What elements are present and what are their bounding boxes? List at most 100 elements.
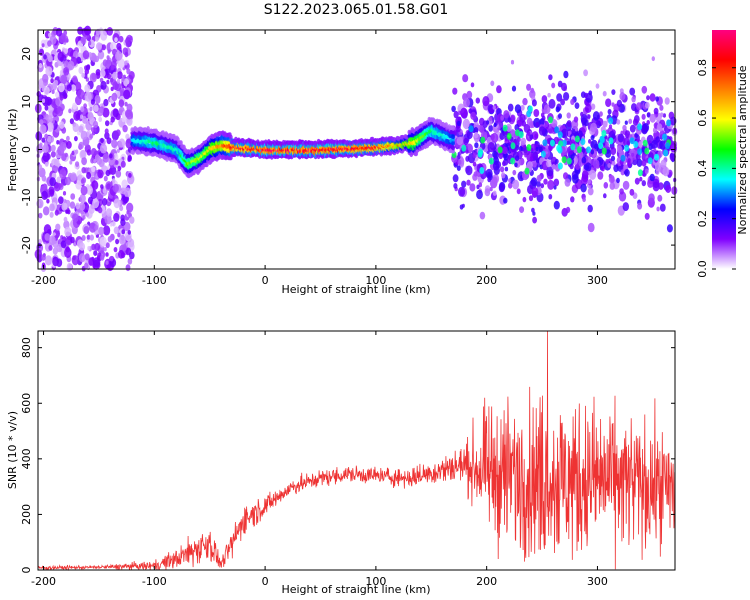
spectrogram-cell (72, 213, 79, 223)
spectrogram-cell (107, 236, 113, 243)
spectrogram-cell (49, 177, 56, 187)
spectrogram-cell (82, 215, 86, 220)
spectrogram-cell (101, 44, 107, 51)
spectrogram-cell (453, 183, 458, 189)
snr-x-tick-label: 200 (476, 575, 497, 588)
spectrogram-cell (641, 159, 647, 167)
spectrogram-cell (102, 59, 108, 67)
spectrogram-cell (533, 109, 540, 117)
spectrogram-y-tick-label: 20 (20, 47, 33, 61)
spectrogram-cell (126, 117, 133, 126)
spectrogram-cell (44, 105, 49, 111)
spectrogram-cell (619, 188, 624, 195)
spectrogram-cell (561, 139, 567, 147)
spectrogram-cell (42, 206, 50, 216)
spectrogram-cell (637, 148, 643, 156)
spectrogram-cell (89, 106, 93, 112)
spectrogram-cell (86, 171, 92, 180)
spectrogram-cell (574, 135, 580, 143)
spectrogram-cell (90, 157, 95, 164)
spectrogram-cell (64, 152, 68, 158)
spectrogram-cell (532, 161, 537, 168)
spectrogram-cell (510, 59, 515, 65)
spectrogram-cell (451, 125, 456, 131)
spectrogram-cell (89, 72, 97, 83)
spectrogram-cell (631, 96, 636, 103)
spectrogram-cell (62, 191, 67, 196)
spectrogram-cell (484, 188, 491, 197)
spectrogram-cell (587, 187, 594, 196)
spectrogram-cell (451, 134, 456, 140)
spectrogram-cell (622, 180, 630, 190)
spectrogram-cell (535, 121, 540, 128)
spectrogram-cell (540, 150, 546, 158)
spectrogram-cell (90, 127, 95, 132)
spectrogram-cell (476, 184, 480, 190)
spectrogram-cell (81, 157, 87, 166)
spectrogram-cell (124, 51, 129, 58)
spectrogram-cell (607, 162, 612, 168)
spectrogram-cell (499, 132, 505, 140)
spectrogram-cell (37, 164, 43, 171)
spectrogram-cell (590, 122, 598, 133)
spectrogram-cell (601, 130, 607, 137)
spectrogram-cell (665, 142, 670, 150)
spectrogram-cell (66, 262, 73, 271)
spectrogram-cell (94, 242, 101, 251)
spectrogram-cell (78, 253, 86, 263)
spectrogram-cell (527, 131, 531, 136)
spectrogram-cell (47, 115, 53, 123)
spectrogram-cell (229, 155, 233, 161)
spectrogram-cell (109, 153, 113, 159)
spectrogram-cell (649, 93, 656, 102)
spectrogram-cell (548, 144, 553, 152)
spectrogram-cell (554, 126, 560, 134)
spectrogram-cell (123, 221, 131, 232)
spectrogram-cell (56, 243, 63, 253)
spectrogram-cell (77, 89, 85, 100)
spectrogram-cell (535, 146, 539, 152)
spectrogram-cell (69, 201, 76, 209)
spectrogram-cell (42, 151, 50, 162)
spectrogram-cell (79, 193, 86, 203)
spectrogram-cell (112, 183, 119, 193)
spectrogram-cell (62, 47, 66, 52)
spectrogram-cell (642, 139, 648, 147)
snr-x-tick-label: 300 (587, 575, 608, 588)
spectrogram-cell (633, 141, 639, 148)
spectrogram-cell (587, 204, 593, 213)
spectrogram-cell (99, 143, 108, 154)
spectrogram-cell (457, 159, 462, 165)
spectrogram-cell (61, 167, 65, 172)
spectrogram-cell (516, 188, 521, 195)
spectrogram-cell (97, 206, 103, 214)
spectrogram-cell (125, 133, 130, 140)
spectrogram-cell (41, 137, 46, 143)
spectrogram-cell (460, 107, 468, 119)
spectrogram-cell (531, 187, 539, 197)
spectrogram-cell (75, 202, 81, 210)
spectrogram-cell (526, 83, 532, 91)
spectrogram-cell (61, 202, 68, 211)
spectrogram-cell (641, 180, 646, 187)
spectrogram-cell (511, 85, 517, 92)
spectrogram-cell (610, 155, 616, 162)
spectrogram-cell (103, 98, 109, 107)
spectrogram-y-tick-label: -10 (20, 188, 33, 206)
spectrogram-cell (46, 122, 54, 132)
spectrogram-cell (111, 139, 118, 149)
spectrogram-cell (510, 157, 516, 165)
spectrogram-cell (547, 179, 555, 190)
spectrogram-x-label: Height of straight line (km) (281, 283, 430, 296)
spectrogram-cell (644, 212, 650, 220)
spectrogram-cell (117, 58, 126, 69)
spectrogram-cell (580, 91, 586, 98)
spectrogram-cell (456, 154, 461, 160)
spectrogram-cell (50, 144, 56, 152)
spectrogram-cell (52, 256, 59, 267)
spectrogram-cell (587, 222, 595, 233)
spectrogram-y-tick-label: -20 (20, 236, 33, 254)
spectrogram-cell (81, 167, 86, 174)
spectrogram-cell (72, 75, 78, 83)
spectrogram-cell (602, 120, 608, 128)
